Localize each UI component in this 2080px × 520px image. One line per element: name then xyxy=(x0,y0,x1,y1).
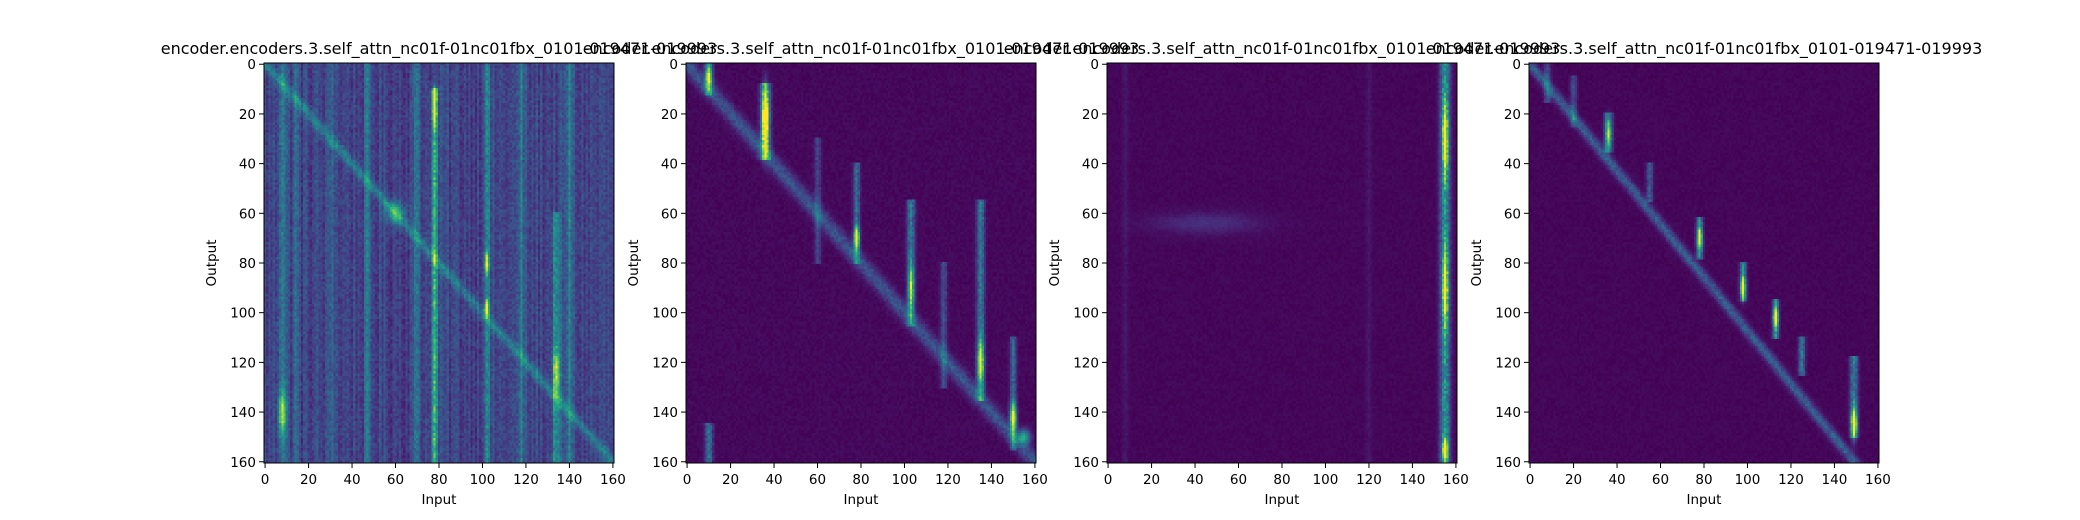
y-tick-label: 60 xyxy=(1504,206,1521,222)
x-tick-label: 40 xyxy=(343,472,360,488)
x-axis-label: Input xyxy=(1265,492,1300,508)
y-tick-label: 100 xyxy=(652,306,678,322)
heatmap-image xyxy=(264,63,614,463)
x-tick-label: 20 xyxy=(722,472,739,488)
y-tick-label: 140 xyxy=(1073,405,1099,421)
y-axis-label: Output xyxy=(1469,240,1485,287)
x-tick-label: 80 xyxy=(1273,472,1290,488)
x-tick-label: 40 xyxy=(765,472,782,488)
x-axis-label: Input xyxy=(844,492,879,508)
heatmap-panel-4: 0 20 40 60 80 100 120 140 160 0 20 40 60 80 100 120 140 1… xyxy=(1469,57,1891,508)
y-tick-label: 0 xyxy=(1512,57,1521,73)
y-tick-label: 160 xyxy=(1073,455,1099,471)
panel-title-3: encoder.encoders.3.self_attn_nc01f-01nc0… xyxy=(1004,39,1561,59)
panel-title-2: encoder.encoders.3.self_attn_nc01f-01nc0… xyxy=(583,39,1140,59)
heatmap-panel-2: 0 20 40 60 80 100 120 140 160 0 20 40 60 80 100 120 140 1… xyxy=(626,57,1048,508)
x-tick-label: 120 xyxy=(513,472,539,488)
heatmap-panel-3: 0 20 40 60 80 100 120 140 160 0 20 40 60 80 100 120 140 1… xyxy=(1047,57,1469,508)
x-tick-label: 80 xyxy=(430,472,447,488)
heatmap-image xyxy=(1529,63,1879,463)
x-tick-label: 0 xyxy=(261,472,270,488)
x-tick-label: 20 xyxy=(1565,472,1582,488)
y-tick-label: 40 xyxy=(661,157,678,173)
y-tick-label: 20 xyxy=(239,107,256,123)
x-tick-label: 20 xyxy=(300,472,317,488)
x-tick-label: 40 xyxy=(1608,472,1625,488)
y-axis-label: Output xyxy=(204,240,220,287)
y-tick-label: 120 xyxy=(230,355,256,371)
x-tick-label: 160 xyxy=(1443,472,1469,488)
panel-title-4: encoder.encoders.3.self_attn_nc01f-01nc0… xyxy=(1426,39,1983,59)
x-tick-label: 160 xyxy=(600,472,626,488)
x-tick-label: 160 xyxy=(1865,472,1891,488)
y-tick-label: 140 xyxy=(652,405,678,421)
x-tick-label: 120 xyxy=(935,472,961,488)
y-tick-label: 0 xyxy=(247,57,256,73)
y-axis-label: Output xyxy=(626,240,642,287)
x-tick-label: 60 xyxy=(809,472,826,488)
y-axis-label: Output xyxy=(1047,240,1063,287)
y-tick-label: 80 xyxy=(1082,256,1099,272)
y-tick-label: 160 xyxy=(230,455,256,471)
y-tick-label: 160 xyxy=(1495,455,1521,471)
x-tick-label: 0 xyxy=(1526,472,1535,488)
y-tick-label: 80 xyxy=(1504,256,1521,272)
x-tick-label: 100 xyxy=(1313,472,1339,488)
y-tick-label: 120 xyxy=(1495,355,1521,371)
x-tick-label: 140 xyxy=(1400,472,1426,488)
x-axis-label: Input xyxy=(422,492,457,508)
x-tick-label: 60 xyxy=(1652,472,1669,488)
y-tick-label: 60 xyxy=(1082,206,1099,222)
x-tick-label: 140 xyxy=(1822,472,1848,488)
y-tick-label: 40 xyxy=(239,157,256,173)
y-tick-label: 20 xyxy=(1082,107,1099,123)
y-tick-label: 160 xyxy=(652,455,678,471)
y-tick-label: 140 xyxy=(1495,405,1521,421)
x-tick-label: 140 xyxy=(557,472,583,488)
y-tick-label: 40 xyxy=(1504,157,1521,173)
x-tick-label: 120 xyxy=(1778,472,1804,488)
y-tick-label: 60 xyxy=(239,206,256,222)
y-tick-label: 100 xyxy=(1495,306,1521,322)
y-tick-label: 80 xyxy=(239,256,256,272)
y-tick-label: 20 xyxy=(1504,107,1521,123)
x-tick-label: 120 xyxy=(1356,472,1382,488)
y-tick-label: 0 xyxy=(1090,57,1099,73)
y-tick-label: 20 xyxy=(661,107,678,123)
y-tick-label: 80 xyxy=(661,256,678,272)
y-tick-label: 140 xyxy=(230,405,256,421)
y-tick-label: 0 xyxy=(669,57,678,73)
x-tick-label: 0 xyxy=(683,472,692,488)
x-tick-label: 80 xyxy=(852,472,869,488)
y-tick-label: 120 xyxy=(652,355,678,371)
x-tick-label: 100 xyxy=(470,472,496,488)
heatmap-panel-1: 0 20 40 60 80 100 120 140 160 0 20 40 60 80 100 120 140 1… xyxy=(204,57,626,508)
panel-title-1: encoder.encoders.3.self_attn_nc01f-01nc0… xyxy=(161,39,718,59)
heatmap-image xyxy=(686,63,1036,463)
x-tick-label: 100 xyxy=(892,472,918,488)
heatmap-image xyxy=(1107,63,1457,463)
x-axis-label: Input xyxy=(1687,492,1722,508)
y-tick-label: 100 xyxy=(1073,306,1099,322)
x-tick-label: 60 xyxy=(1230,472,1247,488)
x-tick-label: 140 xyxy=(979,472,1005,488)
y-tick-label: 100 xyxy=(230,306,256,322)
x-tick-label: 40 xyxy=(1186,472,1203,488)
x-tick-label: 100 xyxy=(1735,472,1761,488)
x-tick-label: 20 xyxy=(1143,472,1160,488)
x-tick-label: 80 xyxy=(1695,472,1712,488)
y-tick-label: 60 xyxy=(661,206,678,222)
y-tick-label: 120 xyxy=(1073,355,1099,371)
x-tick-label: 0 xyxy=(1104,472,1113,488)
x-tick-label: 160 xyxy=(1022,472,1048,488)
x-tick-label: 60 xyxy=(387,472,404,488)
y-tick-label: 40 xyxy=(1082,157,1099,173)
